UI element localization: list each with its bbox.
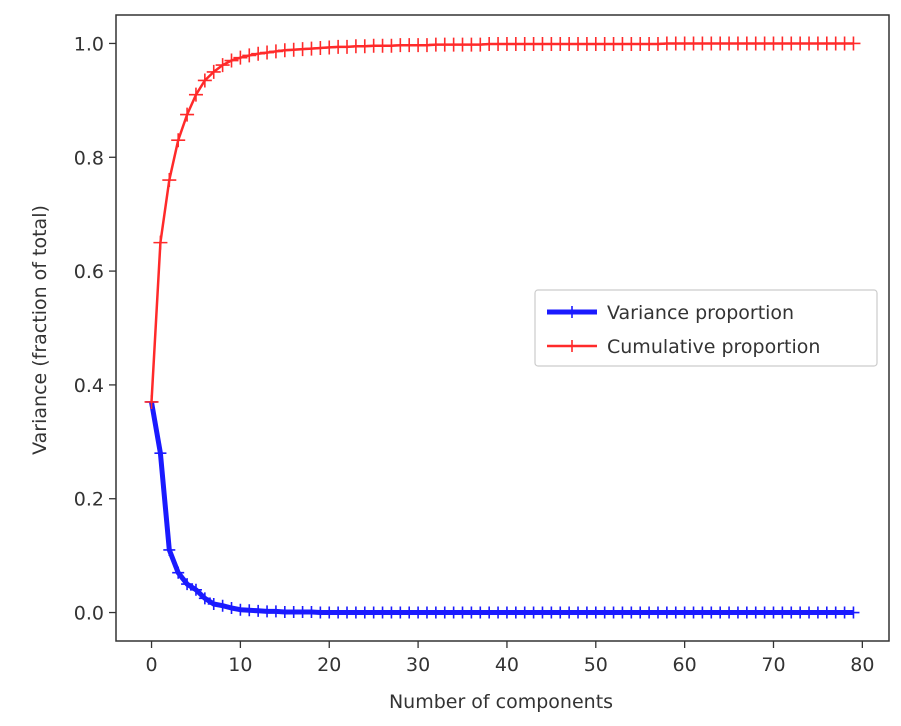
y-tick-label: 0.4 (74, 375, 104, 397)
data-point (251, 46, 266, 61)
y-tick-label: 0.8 (74, 147, 104, 169)
data-point (180, 107, 195, 122)
data-point (224, 53, 239, 68)
plot-frame (115, 14, 890, 642)
data-point (172, 566, 185, 579)
data-point (189, 583, 202, 596)
legend-entries: Variance proportion Cumulative proportion (547, 302, 820, 358)
x-tick-label: 0 (145, 654, 157, 676)
y-tick-label: 0.6 (74, 261, 104, 283)
data-point (153, 235, 168, 250)
data-point (188, 87, 203, 102)
legend-label: Variance proportion (607, 302, 794, 324)
data-point (163, 543, 176, 556)
y-axis-label: Variance (fraction of total) (29, 205, 51, 455)
data-point (268, 44, 283, 59)
x-tick-label: 40 (495, 654, 519, 676)
y-axis-ticks: 0.0 0.2 0.4 0.6 0.8 1.0 (74, 33, 116, 625)
y-tick-label: 1.0 (74, 33, 104, 55)
data-point (242, 48, 257, 63)
data-point (216, 599, 229, 612)
data-point (197, 73, 212, 88)
data-point (162, 173, 177, 188)
x-tick-label: 60 (673, 654, 697, 676)
series-variance-proportion (145, 395, 860, 619)
legend-marker (566, 306, 578, 318)
x-axis-ticks: 0 10 20 30 40 50 60 70 80 (145, 641, 874, 676)
legend: Variance proportion Cumulative proportion (534, 289, 878, 367)
data-point (233, 50, 248, 65)
data-point (144, 394, 159, 409)
x-tick-label: 70 (761, 654, 785, 676)
data-point (215, 58, 230, 73)
data-point (206, 64, 221, 79)
data-point (846, 36, 861, 51)
x-tick-label: 10 (228, 654, 252, 676)
legend-label: Cumulative proportion (607, 336, 820, 358)
x-tick-label: 30 (406, 654, 430, 676)
x-axis-label: Number of components (389, 691, 613, 713)
data-point (847, 606, 860, 619)
data-point (198, 592, 211, 605)
y-tick-label: 0.0 (74, 603, 104, 625)
data-point (171, 133, 186, 148)
data-point (181, 578, 194, 591)
data-point (207, 598, 220, 611)
x-tick-label: 20 (317, 654, 341, 676)
series-cumulative-proportion (144, 36, 861, 409)
data-point (260, 45, 275, 60)
data-point (225, 601, 238, 614)
x-tick-label: 50 (584, 654, 608, 676)
y-tick-label: 0.2 (74, 489, 104, 511)
data-point (154, 447, 167, 460)
legend-marker (566, 340, 578, 352)
legend-box (534, 289, 878, 367)
x-tick-label: 80 (850, 654, 874, 676)
series-layer (144, 36, 861, 619)
